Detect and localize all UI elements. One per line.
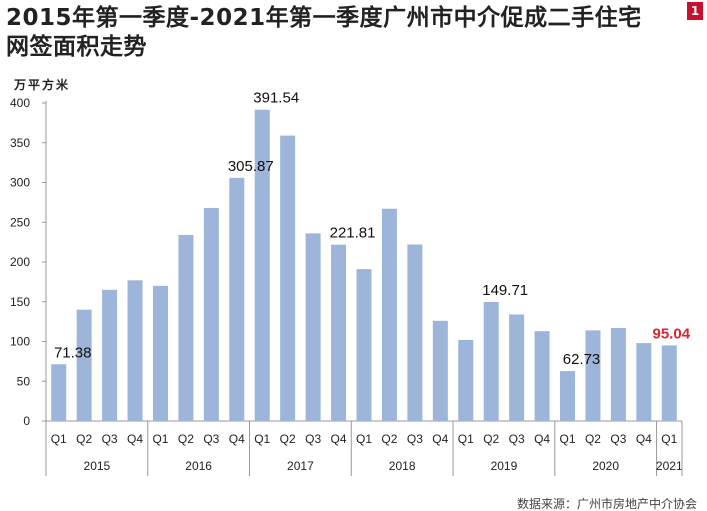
data-label: 221.81 <box>330 225 376 242</box>
bar <box>483 301 499 421</box>
y-tick-label: 400 <box>10 96 30 110</box>
quarter-label: Q4 <box>534 432 550 446</box>
quarter-label: Q2 <box>483 432 499 446</box>
quarter-label: Q3 <box>305 432 321 446</box>
quarter-label: Q2 <box>280 432 296 446</box>
data-source-note: 数据来源：广州市房地产中介协会 <box>516 497 697 511</box>
y-tick-label: 0 <box>23 414 30 428</box>
bar <box>636 343 652 421</box>
data-label: 305.87 <box>228 158 274 175</box>
bar <box>102 289 118 421</box>
quarter-label: Q1 <box>254 432 270 446</box>
quarter-label: Q2 <box>381 432 397 446</box>
chart-title-line-1: 2015年第一季度-2021年第一季度广州市中介促成二手住宅 <box>6 5 642 31</box>
bar <box>127 280 143 421</box>
quarter-label: Q1 <box>152 432 168 446</box>
y-axis-unit-label: 万平方米 <box>14 78 71 92</box>
quarter-label: Q1 <box>560 432 576 446</box>
data-label: 149.71 <box>482 282 528 299</box>
year-label: 2016 <box>185 459 212 473</box>
chart-title: 2015年第一季度-2021年第一季度广州市中介促成二手住宅 网签面积走势 <box>6 4 642 62</box>
y-tick-label: 100 <box>10 335 30 349</box>
bar <box>661 345 677 421</box>
quarter-label: Q4 <box>636 432 652 446</box>
bar <box>610 327 626 421</box>
quarter-label: Q3 <box>610 432 626 446</box>
quarter-label: Q4 <box>127 432 143 446</box>
quarter-label: Q1 <box>51 432 67 446</box>
bar <box>152 285 168 421</box>
quarter-label: Q3 <box>203 432 219 446</box>
bar <box>509 314 525 421</box>
y-tick-label: 150 <box>10 295 30 309</box>
quarter-label: Q3 <box>407 432 423 446</box>
year-label: 2017 <box>287 459 314 473</box>
year-label: 2019 <box>491 459 518 473</box>
quarter-label: Q4 <box>432 432 448 446</box>
data-label: 391.54 <box>253 90 299 107</box>
bar <box>585 330 601 421</box>
bar <box>76 309 92 421</box>
data-label: 62.73 <box>563 351 601 368</box>
quarter-label: Q3 <box>509 432 525 446</box>
bar <box>432 320 448 421</box>
year-label: 2021 <box>656 459 683 473</box>
bar <box>458 339 474 421</box>
quarter-label: Q1 <box>356 432 372 446</box>
quarter-label: Q1 <box>458 432 474 446</box>
bar <box>331 244 347 421</box>
chart-title-line-2: 网签面积走势 <box>6 34 147 60</box>
quarter-label: Q2 <box>585 432 601 446</box>
y-tick-label: 50 <box>17 374 31 388</box>
quarter-label: Q4 <box>331 432 347 446</box>
bar <box>356 269 372 421</box>
quarter-label: Q2 <box>178 432 194 446</box>
bar <box>178 234 194 421</box>
quarter-label: Q2 <box>76 432 92 446</box>
y-tick-label: 250 <box>10 215 30 229</box>
bar <box>560 371 576 421</box>
year-label: 2020 <box>592 459 619 473</box>
quarter-label: Q3 <box>102 432 118 446</box>
quarter-label: Q4 <box>229 432 245 446</box>
year-label: 2015 <box>84 459 111 473</box>
bar <box>254 109 270 421</box>
y-tick-label: 300 <box>10 176 30 190</box>
year-label: 2018 <box>389 459 416 473</box>
data-label: 95.04 <box>653 325 691 342</box>
bar <box>407 244 423 421</box>
bar <box>534 331 550 421</box>
bar <box>305 233 321 421</box>
y-tick-label: 350 <box>10 136 30 150</box>
data-label: 71.38 <box>54 344 92 361</box>
bar <box>51 364 67 421</box>
y-tick-label: 200 <box>10 255 30 269</box>
bar <box>229 177 245 421</box>
bar <box>280 135 296 421</box>
bar <box>203 207 219 421</box>
quarter-label: Q1 <box>661 432 677 446</box>
bar <box>381 208 397 421</box>
page-number-badge: 1 <box>687 2 703 20</box>
